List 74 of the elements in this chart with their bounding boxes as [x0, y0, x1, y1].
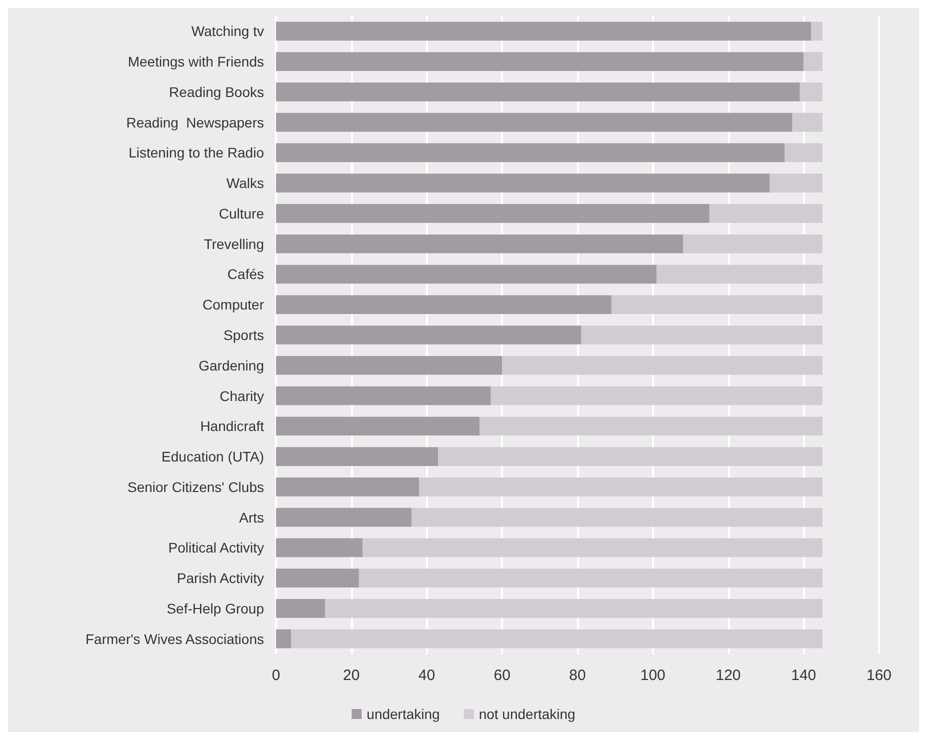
- y-tick-label: Culture: [218, 205, 264, 222]
- x-tick-label: 40: [418, 667, 436, 684]
- y-tick-label: Meetings with Friends: [128, 54, 264, 70]
- bar: [276, 112, 792, 132]
- y-tick-label: Listening to the Radio: [128, 144, 264, 161]
- bar: [276, 568, 359, 588]
- bar: [804, 52, 822, 71]
- y-tick-label: Sports: [224, 327, 264, 343]
- legend-label: not undertaking: [478, 706, 576, 722]
- bar: [276, 264, 657, 284]
- bar: [276, 508, 412, 527]
- bar: [276, 538, 363, 558]
- y-tick-label: Farmer's Wives Associations: [86, 630, 264, 647]
- bar: [811, 22, 822, 41]
- bar: [276, 629, 292, 648]
- y-tick-label: Trevelling: [204, 236, 264, 252]
- y-tick-label: Computer: [202, 296, 264, 313]
- y-tick-label: Education (UTA): [162, 448, 264, 465]
- bar: [276, 295, 612, 314]
- bar: [784, 143, 822, 162]
- y-tick-label: Political Activity: [168, 540, 264, 556]
- bar: [276, 356, 502, 375]
- y-tick-label: Reading Books: [169, 84, 264, 100]
- x-tick-label: 20: [343, 667, 360, 684]
- y-tick-label: Cafés: [227, 266, 264, 282]
- bar: [276, 386, 491, 406]
- bar: [419, 477, 822, 496]
- x-tick-label: 100: [640, 667, 666, 684]
- y-tick-label: Parish Activity: [176, 570, 264, 586]
- y-tick-label: Arts: [239, 509, 264, 526]
- bar: [480, 416, 822, 436]
- bar: [276, 82, 800, 102]
- bar: [362, 538, 822, 558]
- x-tick-label: 60: [494, 667, 510, 684]
- x-tick-label: 80: [569, 667, 586, 684]
- bar: [800, 82, 822, 102]
- bar: [358, 568, 822, 588]
- bar: [276, 416, 480, 436]
- bar: [276, 22, 812, 41]
- bar: [792, 112, 822, 132]
- y-tick-label: Sef-Help Group: [166, 600, 264, 616]
- bar: [276, 234, 684, 254]
- bar: [709, 204, 822, 223]
- bar: [276, 599, 325, 618]
- bar: [611, 295, 822, 314]
- bar: [276, 477, 420, 496]
- x-tick-label: 0: [272, 667, 280, 684]
- bar: [276, 447, 438, 466]
- bar: [581, 326, 822, 344]
- legend-label: undertaking: [366, 706, 440, 722]
- bar: [276, 204, 710, 223]
- bar: [276, 143, 785, 162]
- bar: [656, 264, 822, 284]
- y-tick-label: Watching tv: [191, 23, 264, 40]
- bar: [276, 52, 804, 71]
- y-tick-label: Reading Newspapers: [126, 114, 264, 130]
- y-tick-label: Senior Citizens' Clubs: [127, 478, 264, 495]
- bar: [490, 386, 822, 406]
- bar: [412, 508, 822, 527]
- bar: [276, 174, 770, 193]
- y-tick-label: Gardening: [198, 357, 264, 374]
- bar: [276, 326, 582, 344]
- y-tick-label: Handicraft: [200, 418, 264, 434]
- bar: [324, 599, 822, 618]
- bar: [683, 234, 822, 254]
- y-tick-label: Charity: [220, 388, 264, 404]
- x-tick-label: 140: [791, 667, 816, 684]
- x-tick-label: 160: [866, 667, 892, 684]
- x-tick-label: 120: [716, 667, 741, 684]
- bar: [291, 629, 822, 648]
- y-tick-label: Walks: [226, 175, 264, 192]
- bar: [502, 356, 822, 375]
- bar: [438, 447, 822, 466]
- bar: [770, 174, 822, 193]
